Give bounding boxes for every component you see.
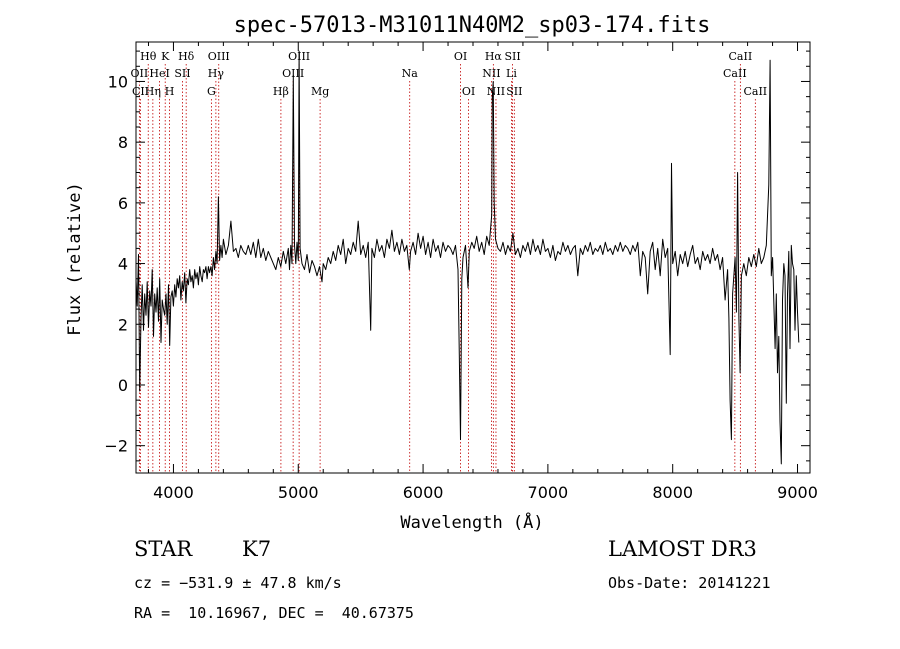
marker-label-0: Hθ bbox=[140, 50, 157, 63]
marker-label-22: SII bbox=[504, 50, 520, 63]
marker-label-21: NII bbox=[487, 85, 505, 98]
survey-name: LAMOST DR3 bbox=[608, 537, 757, 561]
line-markers bbox=[138, 64, 756, 473]
marker-label-4: K bbox=[161, 50, 170, 63]
y-tick-label: 8 bbox=[118, 133, 128, 152]
marker-label-27: CaII bbox=[743, 85, 767, 98]
x-axis-label: Wavelength (Å) bbox=[400, 511, 543, 533]
y-tick-label: 2 bbox=[118, 315, 128, 334]
marker-label-11: G bbox=[207, 85, 216, 98]
marker-label-12: Hβ bbox=[273, 85, 289, 98]
x-tick-label: 9000 bbox=[777, 483, 818, 502]
y-tick-label: 10 bbox=[108, 72, 128, 91]
y-tick-label: −2 bbox=[104, 437, 128, 456]
redshift-velocity: cz = −531.9 ± 47.8 km/s bbox=[134, 574, 342, 592]
y-tick-label: 6 bbox=[118, 194, 128, 213]
y-axis-ticks: −2 0 2 4 6 8 10 bbox=[104, 50, 810, 462]
y-tick-label: 0 bbox=[118, 376, 128, 395]
series-line-flux bbox=[135, 50, 800, 465]
observation-date: Obs-Date: 20141221 bbox=[608, 574, 771, 592]
marker-label-3: Hη bbox=[145, 85, 161, 98]
marker-label-15: Mg bbox=[311, 85, 329, 98]
coordinates: RA = 10.16967, DEC = 40.67375 bbox=[134, 604, 414, 622]
marker-label-25: CaII bbox=[729, 50, 753, 63]
x-tick-label: 8000 bbox=[652, 483, 693, 502]
chart-title: spec-57013-M31011N40M2_sp03-174.fits bbox=[234, 13, 711, 38]
marker-label-10: Hγ bbox=[208, 67, 225, 80]
x-tick-label: 7000 bbox=[528, 483, 569, 502]
x-axis-ticks: 4000 5000 6000 7000 8000 9000 bbox=[147, 42, 818, 502]
x-tick-label: 5000 bbox=[278, 483, 319, 502]
marker-label-24: SII bbox=[506, 85, 522, 98]
y-tick-label: 4 bbox=[118, 255, 128, 274]
x-tick-label: 4000 bbox=[153, 483, 194, 502]
marker-label-6: H bbox=[165, 85, 175, 98]
marker-label-23: Li bbox=[506, 67, 517, 80]
x-tick-label: 6000 bbox=[403, 483, 444, 502]
marker-label-7: SII bbox=[174, 67, 190, 80]
marker-label-17: OI bbox=[454, 50, 467, 63]
marker-label-26: CaII bbox=[723, 67, 747, 80]
marker-label-20: NII bbox=[482, 67, 500, 80]
marker-label-8: Hδ bbox=[178, 50, 195, 63]
marker-label-16: Na bbox=[402, 67, 419, 80]
marker-label-5: HeI bbox=[149, 67, 169, 80]
flux-series bbox=[135, 50, 800, 465]
marker-label-19: Hα bbox=[485, 50, 503, 63]
marker-label-9: OIII bbox=[208, 50, 230, 63]
y-axis-label: Flux (relative) bbox=[65, 182, 85, 336]
marker-label-18: OI bbox=[462, 85, 475, 98]
marker-label-1: OII bbox=[131, 67, 149, 80]
object-subclass: K7 bbox=[242, 537, 272, 561]
object-class: STAR bbox=[134, 537, 193, 561]
